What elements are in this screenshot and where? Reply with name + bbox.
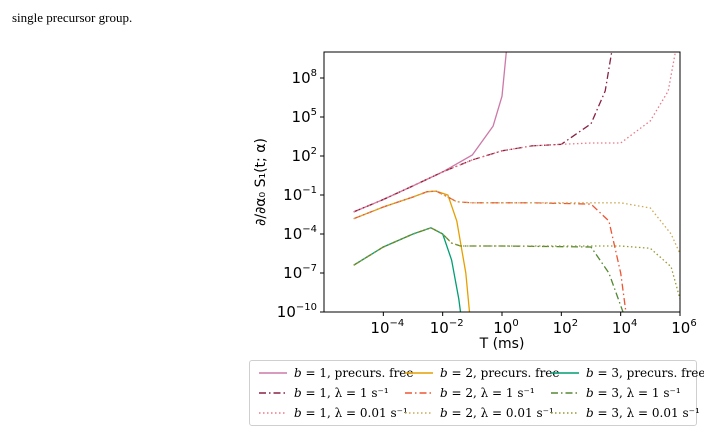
legend-entry-8: b = 3, λ = 1 s⁻¹ [550,384,681,402]
series-line-7 [353,227,462,312]
legend-entry-1: b = 1, precurs. free [258,364,414,382]
series-line-6 [353,190,680,255]
chart: 10−4 10−2 100 102 104 106 10810510210−110−410… [253,51,697,352]
legend-swatch [405,412,433,414]
legend-label: b = 1, λ = 0.01 s⁻¹ [294,406,408,420]
legend-entry-6: b = 2, λ = 0.01 s⁻¹ [404,404,554,422]
legend-entry-5: b = 2, λ = 1 s⁻¹ [404,384,535,402]
y-tick-label-7: 10−10 [277,302,317,321]
legend-entry-7: b = 3, precurs. free [550,364,704,382]
legend-entry-2: b = 1, λ = 1 s⁻¹ [258,384,389,402]
legend-entry-3: b = 1, λ = 0.01 s⁻¹ [258,404,408,422]
legend-label: b = 2, λ = 0.01 s⁻¹ [440,406,554,420]
legend-swatch [259,392,287,394]
legend-label: b = 2, λ = 1 s⁻¹ [440,386,535,400]
legend-entry-4: b = 2, precurs. free [404,364,560,382]
y-axis: 108 105 102 10−1 10−4 10−7 10−10 [277,68,324,321]
legend-label: b = 3, λ = 0.01 s⁻¹ [586,406,700,420]
series-line-1 [353,52,507,213]
series-line-4 [353,190,471,312]
legend-swatch [259,372,287,374]
plot-lines [353,52,680,312]
caption-line: single precursor group. [12,10,133,25]
y-tick-label-4: 10−1 [283,185,317,204]
legend-label: b = 3, precurs. free [586,366,704,380]
series-line-3 [353,52,677,213]
x-tick-label-5: 104 [612,318,637,337]
series-line-8 [353,227,624,312]
y-axis-label: ∂/∂α₀ S₁(t; α) [253,138,269,226]
y-tick-label-6: 10−7 [283,263,317,282]
x-tick-label-6: 106 [671,318,696,337]
series-line-9 [353,227,680,300]
x-tick-label-4: 102 [553,318,578,337]
legend-swatch [259,412,287,414]
x-axis-label: T (ms) [479,336,525,352]
y-tick-label-3: 102 [292,146,317,165]
series-line-2 [353,52,613,213]
y-tick-label-5: 10−4 [283,224,317,243]
x-tick-label-2: 10−2 [430,318,464,337]
x-axis: 10−4 10−2 100 102 104 106 [370,312,697,337]
y-tick-label-1: 108 [292,68,317,87]
x-tick-label-3: 100 [493,318,518,337]
legend-swatch [405,372,433,374]
caption: single precursor group. [12,10,692,26]
y-tick-label-2: 105 [292,107,317,126]
legend-swatch [551,412,579,414]
series-line-5 [353,190,627,312]
legend-swatch [551,392,579,394]
legend: b = 1, precurs. free b = 1, λ = 1 s⁻¹ b = … [249,360,704,426]
legend-label: b = 3, λ = 1 s⁻¹ [586,386,681,400]
legend-label: b = 1, λ = 1 s⁻¹ [294,386,389,400]
x-tick-label-1: 10−4 [370,318,404,337]
legend-label: b = 2, precurs. free [440,366,560,380]
legend-entry-9: b = 3, λ = 0.01 s⁻¹ [550,404,700,422]
legend-swatch [405,392,433,394]
legend-swatch [551,372,579,374]
legend-label: b = 1, precurs. free [294,366,414,380]
